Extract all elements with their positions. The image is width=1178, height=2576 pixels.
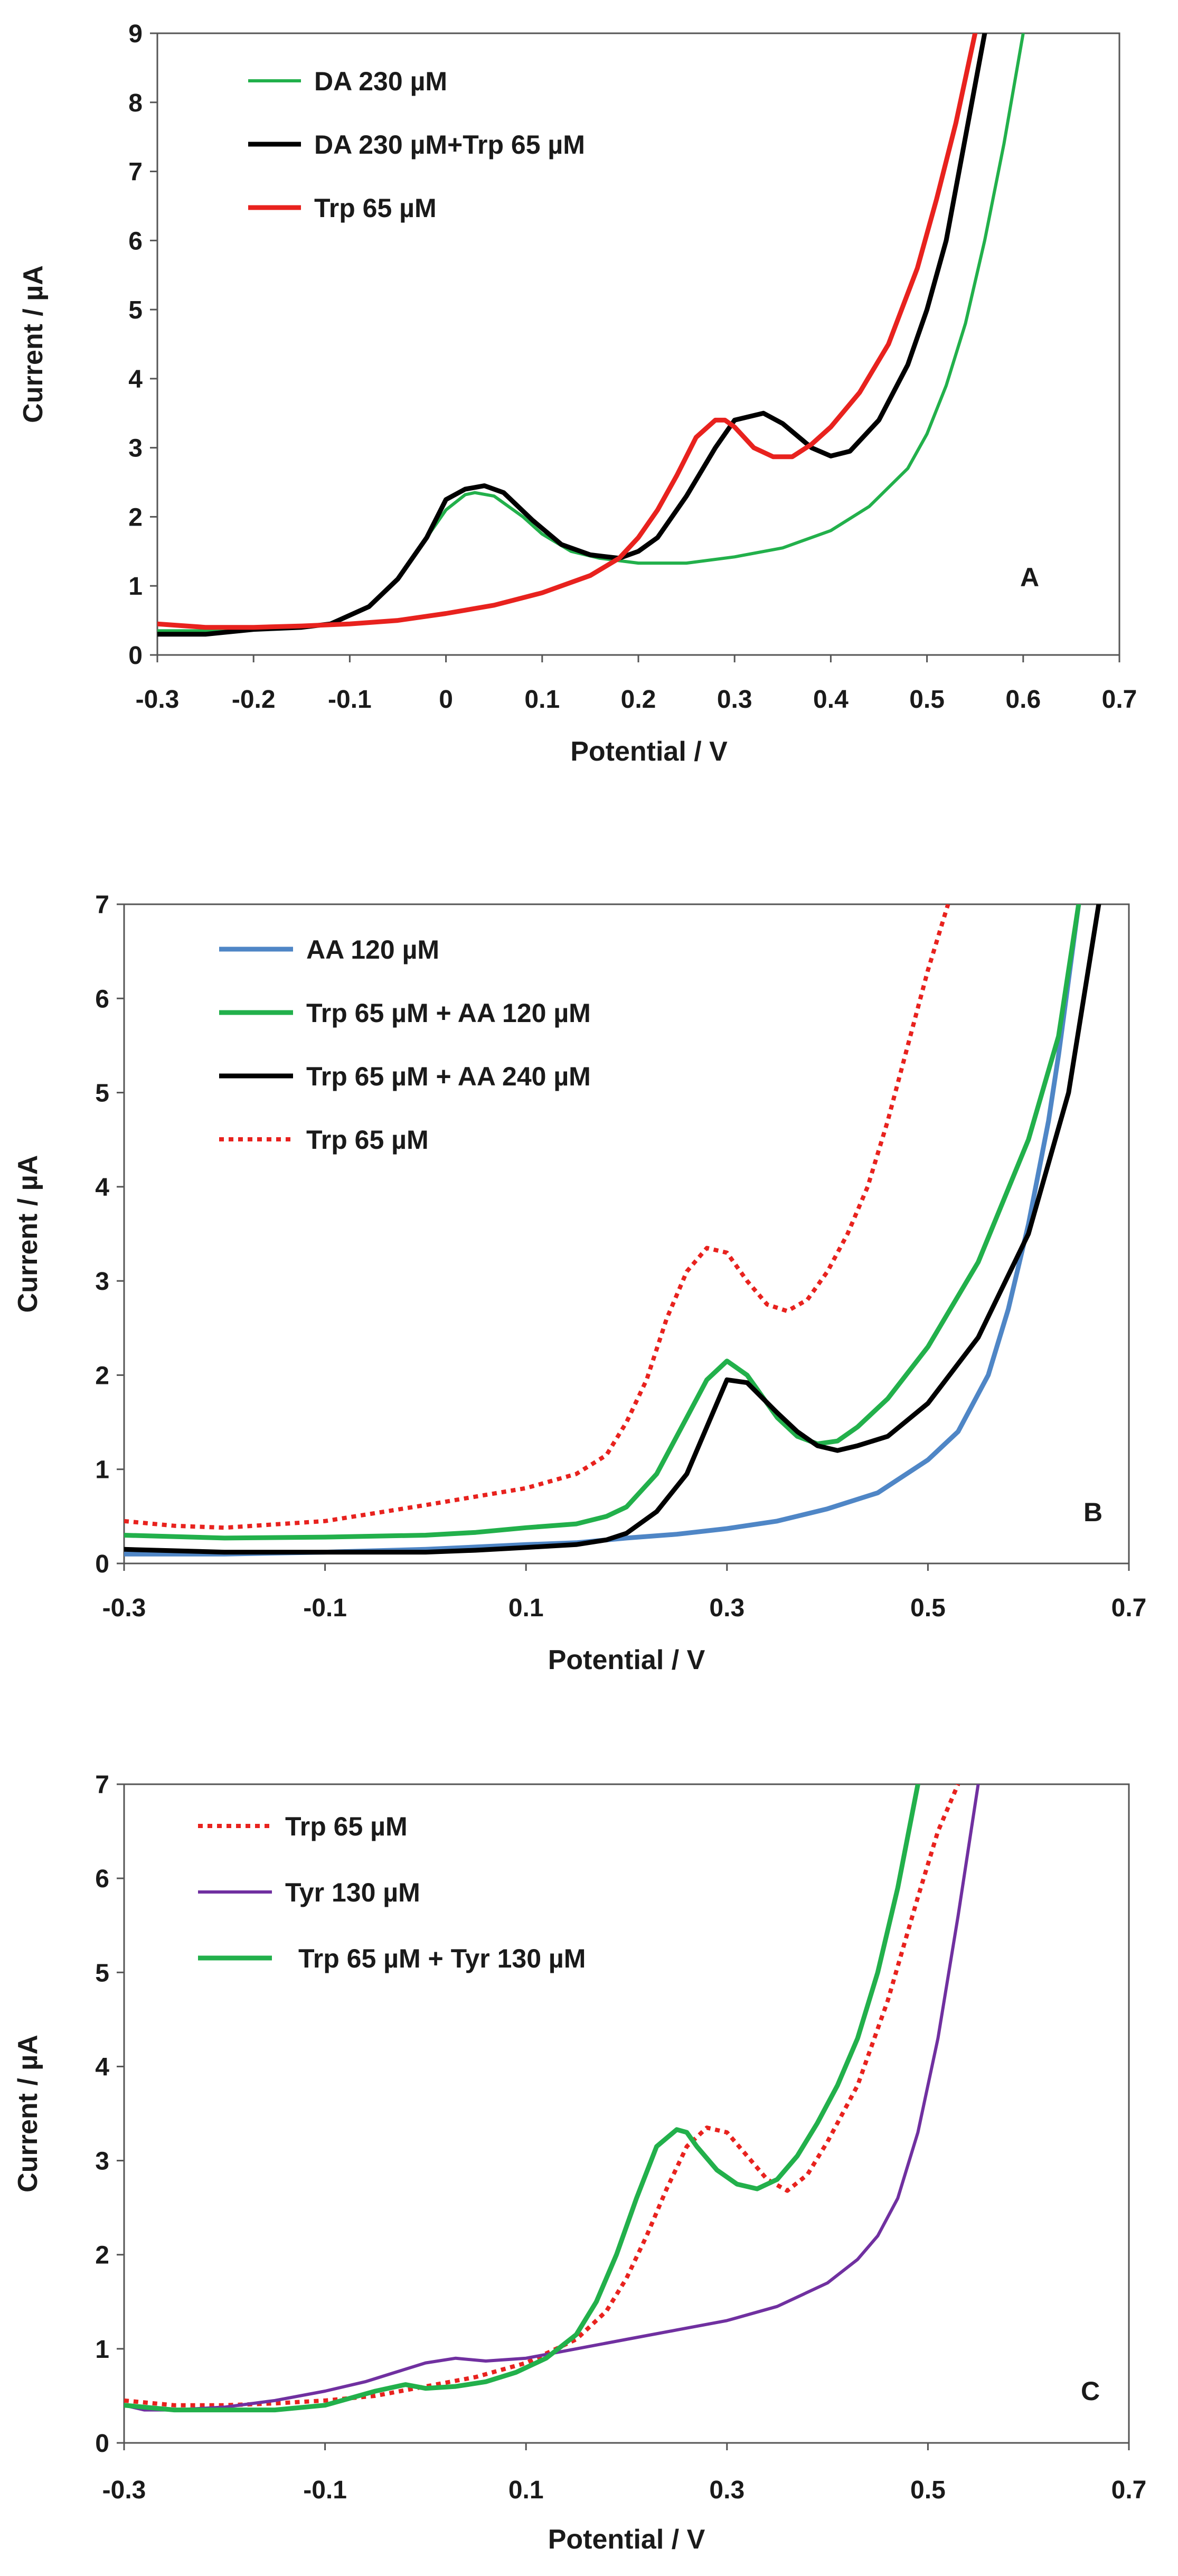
y-tick-label: 0 bbox=[128, 642, 143, 670]
legend-entry: DA 230 µM+Trp 65 µM bbox=[314, 130, 585, 160]
y-tick-label: 5 bbox=[95, 1080, 109, 1108]
chart-panel-b: -0.3 -0.1 0.1 0.3 0.5 0.7 0 1 2 3 4 5 6 7 Potential / … bbox=[13, 891, 1146, 1675]
x-tick-label: 0.4 bbox=[813, 686, 849, 714]
x-tick-label: 0.5 bbox=[909, 686, 945, 714]
y-tick-label: 3 bbox=[128, 435, 143, 463]
x-tick-label: 0.6 bbox=[1005, 686, 1041, 714]
legend-entry: DA 230 µM bbox=[314, 67, 447, 96]
y-tick-label: 4 bbox=[95, 1174, 109, 1202]
y-tick-label: 6 bbox=[128, 227, 143, 255]
legend-entry: Trp 65 µM bbox=[306, 1125, 429, 1155]
y-tick-label: 7 bbox=[128, 158, 143, 186]
x-tick-label: 0.1 bbox=[524, 686, 560, 714]
series-line-4 bbox=[124, 904, 950, 1530]
plot-frame bbox=[123, 1783, 1130, 2444]
series-line-2 bbox=[124, 904, 1081, 1541]
series-line-3 bbox=[124, 904, 1101, 1555]
series-line-1 bbox=[124, 1784, 960, 2408]
x-tick-label: 0.3 bbox=[709, 1594, 745, 1622]
legend-entry: Tyr 130 µM bbox=[285, 1878, 420, 1907]
x-axis-label: Potential / V bbox=[548, 1645, 705, 1675]
x-tick-label: 0.3 bbox=[717, 686, 752, 714]
y-tick-label: 4 bbox=[128, 366, 143, 394]
chart-panel-c: -0.3 -0.1 0.1 0.3 0.5 0.7 0 1 2 3 4 5 6 7 Potential / … bbox=[13, 1771, 1146, 2555]
y-tick-label: 5 bbox=[95, 1959, 109, 1987]
y-tick-label: 6 bbox=[95, 1865, 109, 1893]
panel-label: C bbox=[1081, 2376, 1100, 2406]
y-tick-label: 1 bbox=[95, 2336, 109, 2364]
y-tick-label: 1 bbox=[95, 1456, 109, 1484]
plot-frame bbox=[123, 903, 1130, 1565]
x-tick-label: -0.1 bbox=[303, 1594, 347, 1622]
y-tick-label: 5 bbox=[128, 296, 143, 324]
panel-label: A bbox=[1020, 563, 1039, 592]
series-line-2 bbox=[157, 33, 987, 637]
y-tick-label: 8 bbox=[128, 89, 143, 117]
x-tick-label: 0.5 bbox=[910, 1594, 946, 1622]
y-tick-label: 4 bbox=[95, 2053, 109, 2081]
legend-entry: Trp 65 µM + AA 120 µM bbox=[306, 998, 591, 1028]
y-axis-label: Current / µA bbox=[13, 1155, 43, 1313]
y-tick-label: 3 bbox=[95, 1268, 109, 1296]
x-tick-label: 0.7 bbox=[1111, 1594, 1147, 1622]
x-axis-label: Potential / V bbox=[548, 2524, 705, 2555]
legend-entry: Trp 65 µM + Tyr 130 µM bbox=[298, 1944, 586, 1973]
x-tick-label: 0 bbox=[439, 686, 453, 714]
legend-entry: Trp 65 µM bbox=[314, 193, 437, 223]
y-tick-label: 2 bbox=[95, 1362, 109, 1390]
series-line-3 bbox=[124, 1784, 920, 2413]
x-tick-label: -0.1 bbox=[328, 686, 372, 714]
y-tick-label: 6 bbox=[95, 985, 109, 1013]
x-tick-label: -0.3 bbox=[102, 2476, 146, 2504]
x-tick-label: -0.2 bbox=[232, 686, 276, 714]
y-tick-label: 1 bbox=[128, 573, 143, 601]
legend-entry: Trp 65 µM bbox=[285, 1812, 408, 1841]
y-axis-label: Current / µA bbox=[18, 265, 49, 423]
x-tick-label: 0.7 bbox=[1102, 686, 1137, 714]
y-tick-label: 0 bbox=[95, 1550, 109, 1578]
x-tick-label: 0.1 bbox=[508, 1594, 544, 1622]
y-tick-label: 2 bbox=[128, 503, 143, 531]
panel-label: B bbox=[1083, 1497, 1102, 1527]
y-tick-label: 0 bbox=[95, 2430, 109, 2458]
y-tick-label: 3 bbox=[95, 2148, 109, 2176]
x-tick-label: 0.1 bbox=[508, 2476, 544, 2504]
series-line-1 bbox=[124, 904, 1081, 1557]
y-tick-label: 7 bbox=[95, 1771, 109, 1799]
x-tick-label: 0.7 bbox=[1111, 2476, 1147, 2504]
y-axis-label: Current / µA bbox=[13, 2035, 43, 2193]
x-tick-label: -0.3 bbox=[102, 1594, 146, 1622]
x-tick-label: -0.3 bbox=[136, 686, 180, 714]
series-line-3 bbox=[157, 33, 978, 630]
legend-entry: AA 120 µM bbox=[306, 935, 439, 964]
series-line-2 bbox=[124, 1784, 980, 2412]
x-tick-label: 0.3 bbox=[709, 2476, 745, 2504]
y-tick-label: 9 bbox=[128, 20, 143, 48]
x-tick-label: 0.2 bbox=[621, 686, 656, 714]
y-tick-label: 7 bbox=[95, 891, 109, 919]
legend-entry: Trp 65 µM + AA 240 µM bbox=[306, 1062, 591, 1091]
chart-panel-a: -0.3 -0.2 -0.1 0 0.1 0.2 0.3 0.4 0.5 0.6 0.7 0 1 2 3 4 5… bbox=[18, 20, 1137, 767]
y-tick-label: 2 bbox=[95, 2242, 109, 2270]
x-axis-label: Potential / V bbox=[570, 736, 728, 767]
x-tick-label: 0.5 bbox=[910, 2476, 946, 2504]
x-tick-label: -0.1 bbox=[303, 2476, 347, 2504]
